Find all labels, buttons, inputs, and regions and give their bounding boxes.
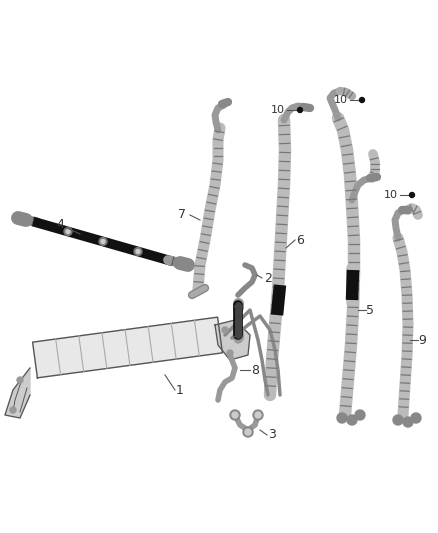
Circle shape bbox=[230, 410, 240, 420]
Circle shape bbox=[410, 192, 414, 198]
Circle shape bbox=[222, 327, 228, 333]
Text: 6: 6 bbox=[296, 233, 304, 246]
Circle shape bbox=[360, 98, 364, 102]
Text: 9: 9 bbox=[418, 334, 426, 346]
Text: 7: 7 bbox=[178, 208, 186, 222]
Text: 10: 10 bbox=[384, 190, 398, 200]
Polygon shape bbox=[215, 320, 250, 360]
Circle shape bbox=[235, 337, 241, 343]
Circle shape bbox=[347, 415, 357, 425]
Circle shape bbox=[136, 249, 140, 254]
Circle shape bbox=[227, 350, 233, 356]
Circle shape bbox=[393, 415, 403, 425]
Text: 4: 4 bbox=[56, 219, 64, 231]
Text: 10: 10 bbox=[334, 95, 348, 105]
Circle shape bbox=[10, 407, 16, 413]
Circle shape bbox=[101, 239, 105, 244]
Circle shape bbox=[66, 230, 70, 233]
Circle shape bbox=[243, 427, 253, 437]
Circle shape bbox=[255, 412, 261, 418]
Circle shape bbox=[355, 410, 365, 420]
Circle shape bbox=[99, 238, 107, 246]
Circle shape bbox=[64, 228, 72, 236]
Circle shape bbox=[297, 108, 303, 112]
Circle shape bbox=[253, 410, 263, 420]
Text: 8: 8 bbox=[251, 364, 259, 376]
Circle shape bbox=[337, 413, 347, 423]
Polygon shape bbox=[32, 317, 223, 378]
Circle shape bbox=[232, 412, 238, 418]
Text: 10: 10 bbox=[271, 105, 285, 115]
Circle shape bbox=[245, 429, 251, 435]
Circle shape bbox=[17, 377, 23, 383]
Text: 5: 5 bbox=[366, 303, 374, 317]
Circle shape bbox=[411, 413, 421, 423]
Circle shape bbox=[134, 247, 142, 255]
Polygon shape bbox=[5, 368, 30, 418]
Text: 1: 1 bbox=[176, 384, 184, 397]
Text: 2: 2 bbox=[264, 271, 272, 285]
Circle shape bbox=[403, 417, 413, 427]
Text: 3: 3 bbox=[268, 429, 276, 441]
